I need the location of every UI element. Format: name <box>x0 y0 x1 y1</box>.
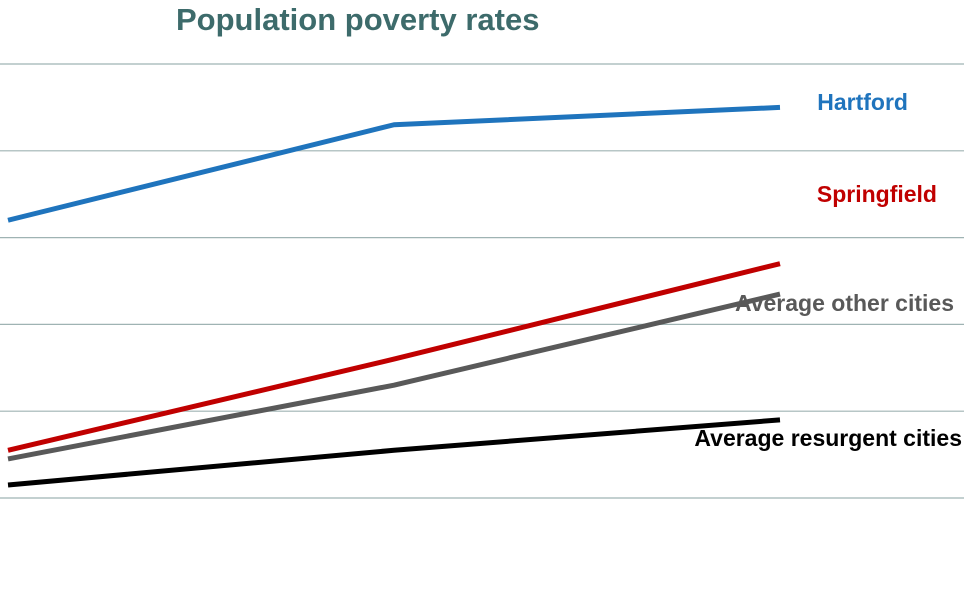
series-label-average-other-cities: Average other cities <box>735 290 954 316</box>
series-labels: Hartford Springfield Average other cities A… <box>694 89 962 451</box>
chart-title: Population poverty rates <box>176 2 540 37</box>
series-label-average-resurgent-cities: Average resurgent cities <box>694 425 962 451</box>
series-line-average-resurgent-cities <box>7 417 781 488</box>
series-line-springfield <box>7 261 781 453</box>
series-lines <box>7 104 781 488</box>
gridlines <box>0 63 964 499</box>
series-label-hartford: Hartford <box>817 89 908 115</box>
series-label-springfield: Springfield <box>817 181 937 207</box>
series-line-average-other-cities <box>7 291 781 462</box>
series-line-hartford <box>7 104 781 223</box>
